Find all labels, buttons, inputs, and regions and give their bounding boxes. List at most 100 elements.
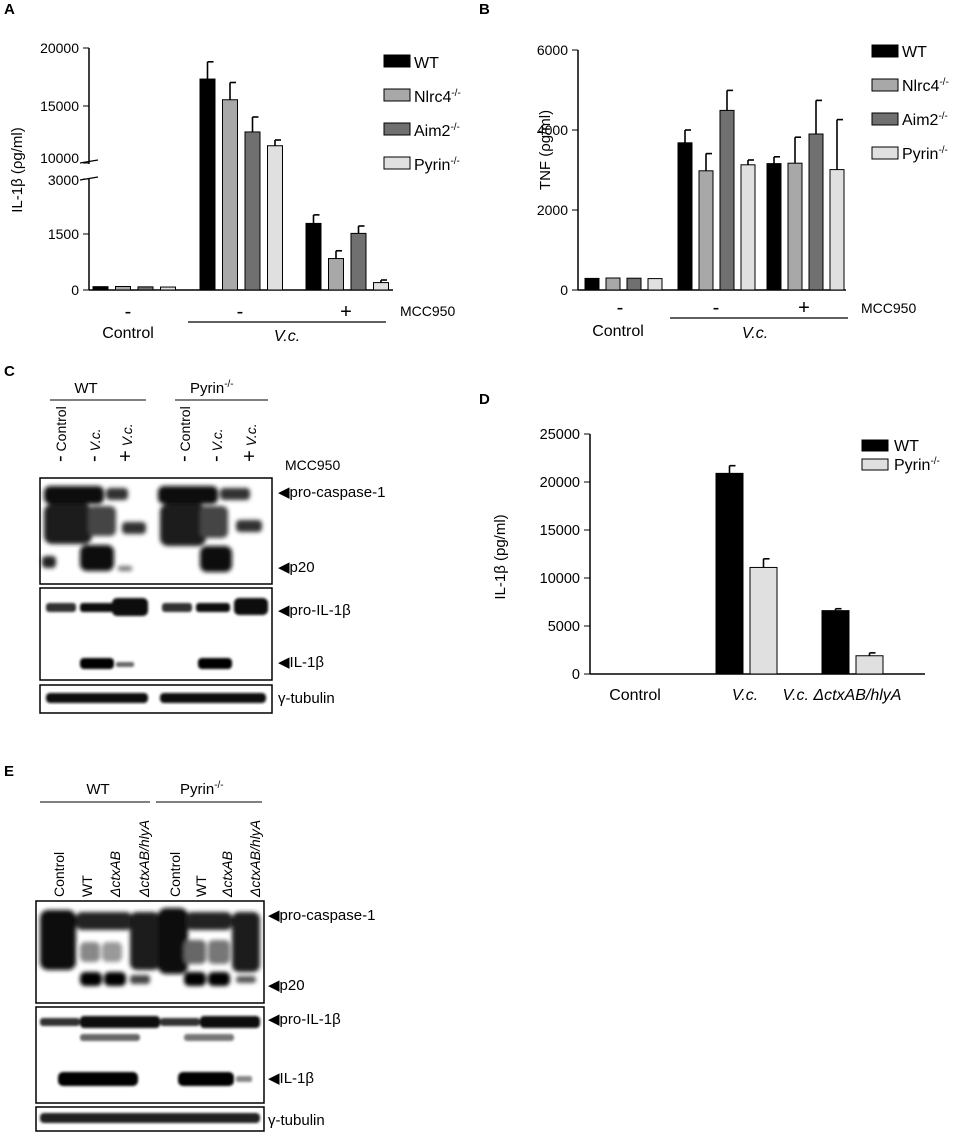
lane-label: - V.c.: [205, 428, 227, 462]
y-tick-label: 15000: [540, 523, 580, 539]
legend-swatch: [383, 88, 411, 102]
y-tick-label: 1500: [48, 226, 79, 242]
lane-label: ΔctxAB: [107, 851, 123, 898]
panel-d-bars: [715, 464, 884, 675]
y-tick-label: 5000: [548, 619, 580, 635]
lane-label: - V.c.: [83, 428, 105, 462]
legend-swatch: [861, 439, 889, 452]
y-tick-label: 25000: [540, 427, 580, 443]
lane-label: Control: [167, 852, 183, 897]
bar: [137, 286, 154, 291]
y-tick-label: 20000: [40, 40, 79, 56]
band-label: ◀pro-caspase-1: [278, 484, 385, 501]
lane-label: + V.c.: [115, 423, 137, 462]
mcc950-sign: -: [125, 301, 132, 323]
group-label-vc: V.c.: [274, 328, 300, 345]
band-label: ◀pro-caspase-1: [268, 907, 375, 924]
mcc950-sign: +: [798, 297, 810, 319]
lane-label: ΔctxAB: [219, 851, 235, 898]
group-label-control: Control: [102, 325, 154, 342]
bar: [267, 145, 283, 291]
band-label: γ-tubulin: [278, 690, 335, 707]
panel-e: E WT Pyrin-/- Control WT ΔctxAB ΔctxAB/h…: [4, 763, 375, 1132]
bar: [115, 285, 131, 291]
bar: [698, 170, 714, 291]
lane-label: ΔctxAB/hlyA: [136, 820, 152, 898]
bar: [222, 99, 238, 291]
bar: [584, 277, 600, 291]
bar: [350, 232, 367, 291]
panel-b-legend: WT Nlrc4-/- Aim2-/- Pyrin-/-: [871, 44, 949, 163]
blot-e-caspase: [35, 900, 265, 1004]
panel-c: C WT Pyrin-/- - Control - V.c. + V.c. - …: [4, 363, 385, 714]
lane-label: - Control: [173, 406, 195, 462]
mcc950-label: MCC950: [400, 303, 455, 319]
legend-label: Pyrin-/-: [902, 145, 948, 163]
panel-a-letter: A: [4, 1, 15, 18]
panel-a-bars: [92, 60, 389, 291]
legend-label: Nlrc4-/-: [902, 77, 949, 95]
y-tick-label: 0: [560, 282, 568, 298]
legend-label: Aim2-/-: [902, 111, 948, 129]
group-label-vc: V.c.: [742, 325, 768, 342]
panel-b: B TNF (ρg/ml) 6000 4000 2000 0 - - + MCC…: [479, 1, 949, 342]
panel-c-letter: C: [4, 363, 15, 380]
legend-label: Pyrin-/-: [414, 156, 460, 174]
band-label: ◀p20: [278, 559, 315, 576]
y-tick-label: 2000: [537, 202, 568, 218]
bar: [740, 164, 756, 291]
panel-d-letter: D: [479, 391, 490, 408]
bar: [829, 169, 845, 291]
y-tick-label: 0: [71, 282, 79, 298]
mcc950-sign: -: [617, 297, 624, 319]
bar: [373, 282, 389, 291]
blot-group-wt: WT: [86, 781, 109, 798]
panel-a-legend: WT Nlrc4-/- Aim2-/- Pyrin-/-: [383, 54, 461, 174]
legend-label: WT: [894, 438, 919, 455]
blot-group-pyrin: Pyrin-/-: [180, 780, 224, 798]
group-label-control: Control: [592, 323, 644, 340]
bar: [808, 133, 824, 291]
bar: [160, 286, 176, 291]
category-label: V.c. ΔctxAB/hlyA: [783, 687, 902, 704]
y-tick-label: 4000: [537, 122, 568, 138]
band-label: ◀pro-IL-1β: [268, 1011, 341, 1028]
lane-label: Control: [51, 852, 67, 897]
bar: [719, 109, 735, 291]
bar: [749, 566, 778, 675]
bar: [328, 258, 344, 291]
blot-e-tubulin: [35, 1106, 265, 1132]
band-label: ◀p20: [268, 977, 305, 994]
y-tick-label: 20000: [540, 475, 580, 491]
mcc950-label: MCC950: [861, 300, 916, 316]
blot-group-wt: WT: [74, 380, 97, 397]
bar: [605, 277, 621, 291]
panel-d-legend: WT Pyrin-/-: [861, 438, 940, 474]
bar: [92, 286, 109, 291]
lane-label: + V.c.: [239, 423, 261, 462]
legend-label: WT: [414, 55, 439, 72]
blot-e-il1b: [35, 1006, 265, 1104]
blot-group-pyrin: Pyrin-/-: [190, 379, 234, 397]
panel-b-bars: [584, 89, 845, 291]
y-tick-label: 15000: [40, 98, 79, 114]
y-tick-label: 10000: [40, 150, 79, 166]
panel-d-y-label: IL-1β (pg/ml): [492, 514, 509, 599]
bar: [787, 162, 803, 291]
legend-label: Pyrin-/-: [894, 456, 940, 474]
bar: [715, 472, 744, 675]
band-label: γ-tubulin: [268, 1112, 325, 1129]
band-label: ◀pro-IL-1β: [278, 602, 351, 619]
y-tick-label: 10000: [540, 571, 580, 587]
bar: [821, 610, 850, 675]
lane-label: WT: [79, 875, 95, 897]
band-label: ◀IL-1β: [268, 1070, 314, 1087]
legend-swatch: [383, 156, 411, 170]
panel-b-y-label: TNF (ρg/ml): [537, 110, 554, 190]
mcc950-sign: -: [713, 297, 720, 319]
legend-swatch: [871, 78, 899, 92]
bar: [677, 142, 693, 291]
mcc950-sign: +: [340, 301, 352, 323]
category-label: Control: [609, 687, 661, 704]
